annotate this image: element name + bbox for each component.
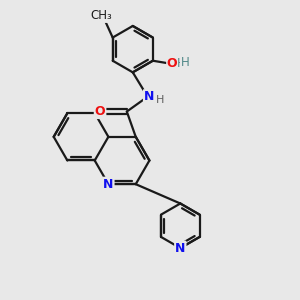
Text: O: O <box>95 105 105 118</box>
Text: N: N <box>103 178 114 191</box>
Text: N: N <box>144 90 154 103</box>
Text: N: N <box>175 242 185 255</box>
Text: H: H <box>181 56 189 69</box>
Text: CH₃: CH₃ <box>90 9 112 22</box>
Text: OH: OH <box>168 57 187 70</box>
Text: O: O <box>167 57 178 70</box>
Text: H: H <box>156 95 164 105</box>
